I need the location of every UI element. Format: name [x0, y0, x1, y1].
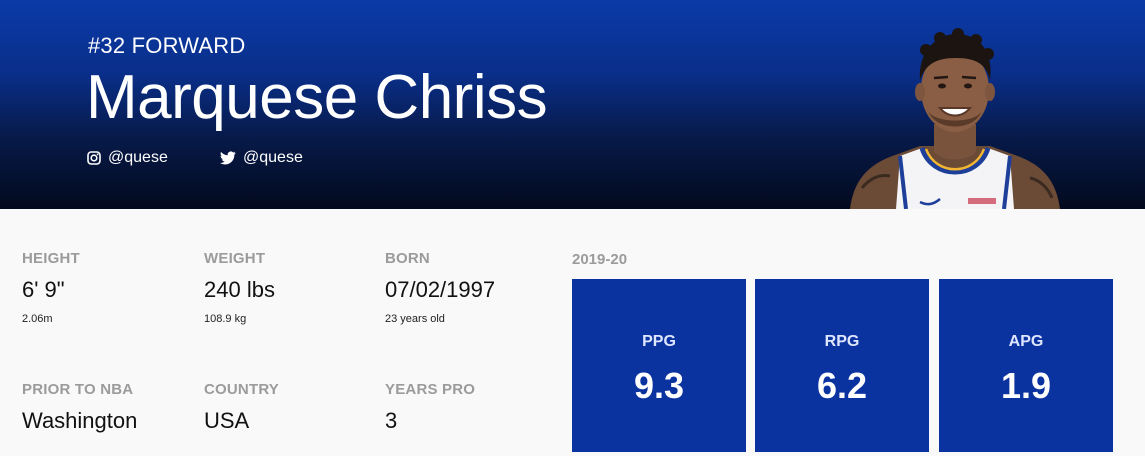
bio-age: 23 years old	[385, 313, 445, 325]
instagram-link[interactable]: @quese	[87, 149, 168, 167]
instagram-handle: @quese	[108, 149, 168, 166]
season-label: 2019-20	[572, 251, 628, 268]
bio-weight-label: WEIGHT	[204, 250, 266, 267]
bio-height-value: 6' 9"	[22, 277, 65, 302]
bio-born-value: 07/02/1997	[385, 277, 496, 302]
bio-years-pro: YEARS PRO 3	[385, 381, 475, 434]
stat-box-rpg: RPG 6.2	[755, 279, 929, 452]
bio-height: HEIGHT 6' 9" 2.06m	[22, 250, 80, 325]
bio-weight: WEIGHT 240 lbs 108.9 kg	[204, 250, 275, 325]
twitter-handle: @quese	[243, 149, 303, 166]
bio-prior-value: Washington	[22, 408, 138, 433]
bio-height-label: HEIGHT	[22, 250, 80, 267]
stat-value: 6.2	[816, 365, 868, 406]
bio-weight-value: 240 lbs	[204, 277, 275, 302]
bio-born: BORN 07/02/1997 23 years old	[385, 250, 495, 325]
stat-label: APG	[1008, 333, 1044, 350]
player-hero-banner: #32 FORWARD Marquese Chriss @quese @ques…	[0, 0, 1145, 209]
instagram-icon	[87, 151, 101, 165]
bio-height-metric: 2.06m	[22, 313, 53, 325]
twitter-icon	[220, 151, 236, 165]
bio-born-label: BORN	[385, 250, 430, 267]
player-name: Marquese Chriss	[86, 63, 548, 132]
bio-country-label: COUNTRY	[204, 381, 280, 398]
bio-prior: PRIOR TO NBA Washington	[22, 381, 137, 434]
bio-years-pro-label: YEARS PRO	[385, 381, 476, 398]
stat-box-ppg: PPG 9.3	[572, 279, 746, 452]
stat-value: 1.9	[1000, 365, 1052, 406]
twitter-link[interactable]: @quese	[220, 149, 303, 167]
stat-label: PPG	[642, 333, 676, 350]
stat-box-apg: APG 1.9	[939, 279, 1113, 452]
bio-years-pro-value: 3	[385, 408, 398, 433]
player-stats-section: HEIGHT 6' 9" 2.06m WEIGHT 240 lbs 108.9 …	[0, 209, 1145, 456]
stat-label: RPG	[824, 333, 860, 350]
stat-value: 9.3	[633, 365, 685, 406]
bio-prior-label: PRIOR TO NBA	[22, 381, 134, 398]
bio-weight-metric: 108.9 kg	[204, 313, 247, 325]
player-number-position: #32 FORWARD	[88, 33, 246, 58]
bio-country-value: USA	[204, 408, 250, 433]
bio-country: COUNTRY USA	[204, 381, 279, 434]
player-headshot	[850, 28, 1060, 209]
